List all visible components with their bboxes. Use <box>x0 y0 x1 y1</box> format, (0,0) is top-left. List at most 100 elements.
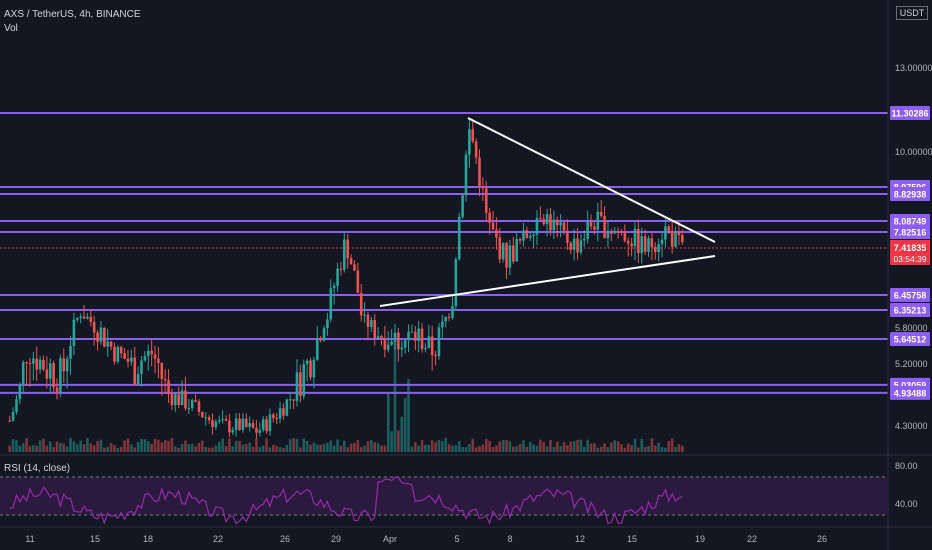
candle-body <box>238 418 241 430</box>
volume-bar <box>424 444 427 452</box>
volume-bar <box>525 446 529 452</box>
candle-body <box>474 141 478 158</box>
volume-bar <box>336 439 339 452</box>
currency-unit-button[interactable]: USDT <box>896 6 928 20</box>
candle-body <box>495 229 498 238</box>
candle-body <box>660 239 664 245</box>
volume-bar <box>562 442 566 452</box>
volume-bar <box>82 444 86 452</box>
candle-body <box>620 232 623 234</box>
volume-bar <box>596 447 600 452</box>
volume-bar <box>116 447 120 452</box>
volume-bar <box>647 446 650 452</box>
candle-body <box>15 399 18 412</box>
candle-body <box>437 327 441 357</box>
volume-bar <box>309 444 312 452</box>
candle-body <box>370 320 373 327</box>
level-price-label: 5.64512 <box>894 334 927 344</box>
candle-body <box>180 390 184 406</box>
candle-body <box>251 423 255 428</box>
candle-body <box>630 243 633 247</box>
candle-body <box>539 218 542 220</box>
volume-bar <box>491 447 495 452</box>
volume-bar <box>28 446 32 452</box>
candle-body <box>312 359 316 378</box>
volume-bar <box>390 431 393 452</box>
candle-body <box>518 239 522 241</box>
volume-bar <box>177 447 180 452</box>
volume-bar <box>380 445 383 452</box>
candle-body <box>190 400 194 408</box>
volume-bar <box>512 446 515 452</box>
candle-body <box>653 247 657 253</box>
time-tick-label: 19 <box>695 534 705 544</box>
candle-body <box>464 154 468 196</box>
candle-body <box>447 316 451 318</box>
candle-body <box>400 347 404 350</box>
volume-bar <box>184 440 187 452</box>
volume-bar <box>332 445 336 452</box>
candle-body <box>414 331 417 341</box>
candle-body <box>501 243 505 260</box>
level-price-tag <box>890 385 930 400</box>
candle-body <box>221 419 224 421</box>
candle-body <box>72 319 76 346</box>
volume-bar <box>464 447 468 452</box>
volume-bar <box>163 440 167 452</box>
candle-body <box>393 332 397 342</box>
upper-trendline <box>467 117 716 243</box>
volume-bar <box>664 447 667 452</box>
volume-bar <box>349 443 353 452</box>
candle-body <box>89 316 93 322</box>
volume-bar <box>109 443 113 452</box>
volume-bar <box>559 446 562 452</box>
volume-bar <box>255 438 258 452</box>
volume-bar <box>407 379 410 452</box>
price-tick-label: 13.00000 <box>895 63 932 73</box>
volume-bar <box>447 444 451 452</box>
candle-body <box>184 390 187 409</box>
rsi-label: RSI (14, close) <box>4 463 71 474</box>
volume-bar <box>42 438 45 452</box>
volume-bar <box>217 441 221 452</box>
volume-bar <box>393 342 397 452</box>
volume-bar <box>194 446 197 452</box>
candle-body <box>214 421 218 428</box>
candle-body <box>505 243 508 268</box>
volume-bar <box>640 438 644 452</box>
candle-body <box>157 358 160 364</box>
volume-bar <box>420 440 424 452</box>
volume-bar <box>566 445 569 452</box>
volume-bar <box>484 438 488 452</box>
volume-bar <box>515 445 518 452</box>
volume-bar <box>214 445 218 452</box>
volume-bar <box>623 447 627 452</box>
candle-body <box>241 418 245 430</box>
candle-body <box>231 429 235 433</box>
volume-bar <box>498 441 502 452</box>
volume-bar <box>315 444 319 452</box>
volume-bar <box>650 438 654 452</box>
candle-body <box>59 358 62 392</box>
level-price-label: 4.93488 <box>894 388 927 398</box>
volume-bar <box>62 443 66 452</box>
time-tick-label: 26 <box>280 534 290 544</box>
candle-body <box>92 321 96 333</box>
volume-bar <box>126 438 130 452</box>
symbol-title: AXS / TetherUS, 4h, BINANCE <box>4 9 141 20</box>
volume-bar <box>606 447 610 452</box>
candle-body <box>559 222 562 226</box>
candle-body <box>295 372 299 401</box>
level-price-label: 11.30286 <box>891 109 928 119</box>
level-price-label: 8.08749 <box>894 216 927 226</box>
candle-body <box>616 230 620 233</box>
candle-body <box>285 399 289 416</box>
volume-bar <box>471 438 475 452</box>
volume-bar <box>292 438 295 452</box>
volume-bar <box>403 398 407 452</box>
time-tick-label: 29 <box>331 534 341 544</box>
volume-bar <box>545 446 549 452</box>
candle-body <box>491 222 495 230</box>
candle-body <box>332 285 336 289</box>
